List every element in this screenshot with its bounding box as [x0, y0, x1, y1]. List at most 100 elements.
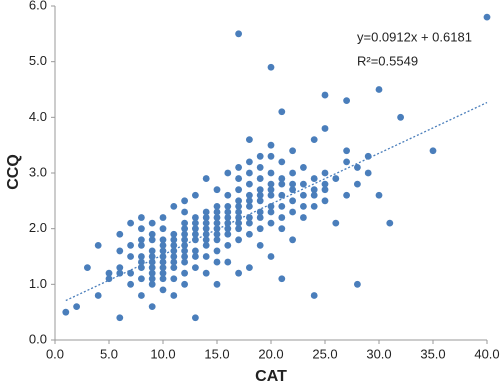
point [256, 152, 264, 160]
point [267, 141, 275, 149]
point [256, 214, 264, 221]
point [246, 214, 253, 221]
point [202, 219, 210, 227]
point [127, 241, 134, 249]
point [267, 186, 275, 194]
point [148, 219, 156, 227]
point [192, 253, 199, 260]
point [235, 203, 243, 210]
point [138, 253, 145, 260]
point [202, 214, 210, 221]
point [429, 147, 437, 155]
y-tick-label: 0.0 [29, 331, 47, 346]
point [224, 169, 232, 177]
point [267, 152, 275, 160]
point [213, 219, 221, 227]
point [202, 253, 210, 260]
point [267, 208, 275, 216]
point [192, 264, 199, 272]
point [310, 186, 318, 194]
point [224, 225, 232, 233]
point [246, 230, 253, 238]
point [224, 241, 232, 249]
point [310, 203, 318, 210]
point [192, 219, 199, 227]
y-tick-label: 4.0 [29, 109, 47, 124]
x-tick-label: 5.0 [100, 346, 118, 361]
point [213, 203, 221, 210]
point [235, 236, 243, 244]
point [310, 175, 318, 182]
point [181, 236, 189, 244]
point [159, 214, 167, 221]
point [256, 175, 264, 182]
point [246, 180, 253, 188]
point [192, 230, 199, 238]
point [278, 275, 286, 283]
point [159, 286, 167, 294]
point [192, 247, 199, 255]
point [138, 241, 145, 249]
x-axis-label: CAT [255, 368, 287, 385]
y-tick-label: 1.0 [29, 276, 47, 291]
y-tick-label: 3.0 [29, 164, 47, 179]
point [116, 230, 124, 238]
point [84, 264, 91, 272]
point [202, 225, 210, 233]
point [170, 292, 178, 299]
point [138, 275, 145, 283]
point [159, 253, 167, 260]
point [170, 275, 178, 283]
point [343, 191, 350, 199]
point [94, 241, 102, 249]
point [267, 180, 275, 188]
point [213, 236, 221, 244]
point [213, 247, 221, 255]
point [181, 247, 189, 255]
point [148, 269, 156, 277]
point [224, 208, 232, 216]
point [386, 219, 394, 227]
point [116, 264, 124, 272]
point [159, 275, 167, 283]
point [170, 264, 178, 272]
point [278, 203, 286, 210]
point [170, 241, 178, 249]
point [181, 197, 189, 205]
point [159, 236, 167, 244]
point [181, 230, 189, 238]
point [159, 258, 167, 266]
point [332, 219, 340, 227]
point [148, 247, 156, 255]
point [224, 258, 232, 266]
point [181, 208, 189, 216]
point [375, 86, 383, 93]
point [289, 197, 296, 205]
point [246, 197, 253, 205]
point [235, 186, 243, 194]
r-squared: R²=0.5549 [357, 53, 418, 68]
point [192, 314, 199, 322]
point [289, 208, 296, 216]
point [278, 108, 286, 116]
point [192, 191, 199, 199]
point [256, 164, 264, 171]
x-tick-label: 40.0 [474, 346, 499, 361]
point [278, 214, 286, 221]
x-tick-label: 15.0 [204, 346, 229, 361]
point [202, 175, 210, 182]
point [170, 258, 178, 266]
point [181, 269, 189, 277]
point [224, 230, 232, 238]
point [235, 30, 243, 38]
point [138, 236, 145, 244]
point [364, 169, 372, 177]
point [343, 158, 350, 166]
point [202, 236, 210, 244]
point [181, 225, 189, 233]
point [138, 225, 145, 233]
point [116, 314, 124, 322]
point [213, 214, 221, 221]
x-tick-label: 30.0 [366, 346, 391, 361]
point [246, 264, 253, 272]
